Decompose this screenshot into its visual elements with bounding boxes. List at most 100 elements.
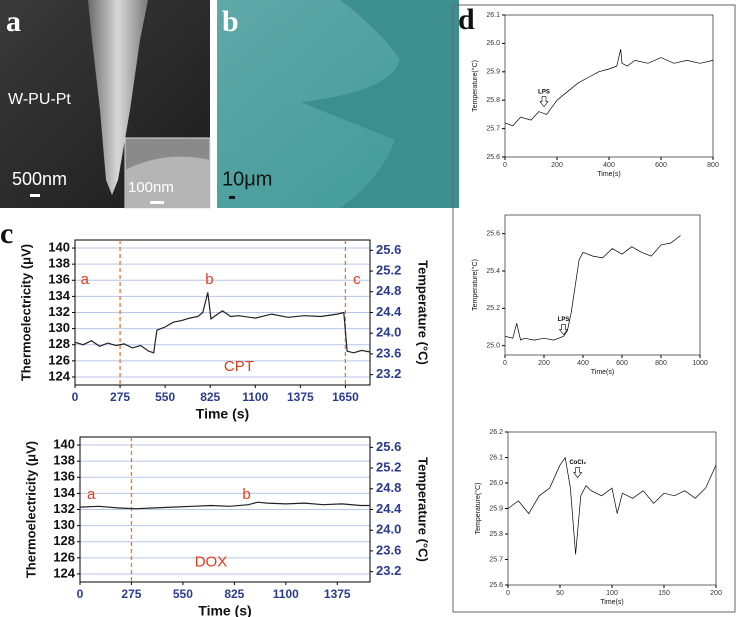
- annotation: CPT: [224, 358, 254, 375]
- y-axis-label: Temperature(°C): [471, 259, 479, 311]
- x-tick-label: 1375: [324, 587, 351, 601]
- y-tick-label: 25.6: [486, 231, 500, 238]
- panel-label: c: [0, 217, 13, 250]
- x-tick-label: 825: [200, 390, 220, 404]
- annotation: LPS: [538, 89, 550, 95]
- panel-label: a: [6, 5, 21, 38]
- y-tick-label: 26.0: [489, 480, 503, 487]
- annotation: CoCl₂: [569, 460, 586, 466]
- y-tick-label: 132: [53, 501, 75, 516]
- x-tick-label: 200: [551, 162, 563, 169]
- x-tick-label: 0: [72, 390, 79, 404]
- x-tick-label: 1650: [332, 390, 359, 404]
- x-tick-label: 150: [658, 590, 670, 597]
- y-tick-label: 138: [48, 256, 70, 271]
- y-tick-label: 124: [48, 368, 70, 383]
- annotation: LPS: [558, 317, 570, 323]
- arrow: [558, 324, 569, 336]
- y2-tick-label: 24.0: [376, 522, 401, 537]
- y2-tick-label: 24.4: [376, 304, 402, 319]
- x-tick-label: 200: [538, 360, 550, 367]
- x-tick-label: 550: [155, 390, 175, 404]
- y2-tick-label: 24.8: [376, 480, 401, 495]
- x-tick-label: 800: [655, 360, 667, 367]
- y-tick-label: 128: [53, 533, 75, 548]
- plot-frame: [507, 431, 717, 586]
- arrow: [539, 96, 549, 108]
- sample-label: W-PU-Pt: [8, 91, 71, 108]
- annotation: a: [87, 486, 96, 503]
- y-tick-label: 140: [53, 436, 75, 451]
- electrode-shadow: [300, 0, 459, 208]
- y-tick-label: 136: [53, 469, 75, 484]
- y-axis-label: Temperature(°C): [474, 483, 482, 535]
- x-tick-label: 1100: [242, 390, 268, 404]
- y-tick-label: 130: [53, 517, 75, 532]
- y-axis-label: Thermoelectricity (μV): [23, 441, 38, 578]
- data-line: [79, 501, 370, 510]
- annotation: b: [242, 486, 250, 503]
- y-axis-label: Temperature(°C): [471, 60, 479, 112]
- y-tick-label: 124: [53, 565, 75, 580]
- annotation: c: [353, 271, 361, 288]
- annotation: DOX: [195, 554, 228, 571]
- y-tick-label: 25.4: [486, 268, 500, 275]
- scale-label: 10μm: [222, 168, 272, 190]
- x-tick-label: 825: [224, 587, 244, 601]
- panel-border: [452, 4, 736, 613]
- x-tick-label: 275: [110, 390, 130, 404]
- annotation: b: [205, 271, 213, 288]
- inset-scale-label: 100nm: [128, 179, 174, 196]
- inset-texture: [125, 156, 210, 208]
- y2-tick-label: 23.6: [376, 345, 401, 360]
- y2-tick-label: 24.0: [376, 325, 401, 340]
- y2-tick-label: 24.8: [376, 283, 401, 298]
- data-line: [504, 235, 681, 341]
- y-tick-label: 130: [48, 320, 70, 335]
- y-tick-label: 25.2: [486, 305, 500, 312]
- data-line: [74, 292, 371, 354]
- scale-bar: [30, 194, 40, 197]
- y2-tick-label: 23.2: [376, 563, 401, 578]
- y-tick-label: 26.2: [489, 429, 503, 436]
- data-line: [504, 49, 714, 127]
- y2-tick-label: 25.6: [376, 439, 401, 454]
- y-tick-label: 25.8: [489, 531, 503, 538]
- panel-label: d: [458, 3, 475, 36]
- x-axis-label: Time(s): [600, 599, 623, 606]
- plot-frame: [504, 214, 701, 356]
- x-axis-label: Time(s): [591, 369, 614, 376]
- x-tick-label: 275: [121, 587, 141, 601]
- y-tick-label: 134: [48, 288, 70, 303]
- x-tick-label: 600: [655, 162, 667, 169]
- x-axis-label: Time(s): [597, 171, 620, 178]
- y2-tick-label: 24.4: [376, 501, 402, 516]
- y-tick-label: 26.1: [489, 454, 503, 461]
- x-tick-label: 50: [556, 590, 564, 597]
- y-axis-label: Thermoelectricity (μV): [18, 244, 33, 381]
- x-tick-label: 0: [503, 360, 507, 367]
- y-tick-label: 136: [48, 272, 70, 287]
- arrow: [573, 467, 583, 479]
- x-tick-label: 100: [606, 590, 618, 597]
- y-tick-label: 138: [53, 453, 75, 468]
- y-tick-label: 25.6: [489, 582, 503, 589]
- y-tick-label: 128: [48, 336, 70, 351]
- scale-bar: [229, 196, 235, 199]
- y-tick-label: 25.7: [486, 125, 500, 132]
- y-tick-label: 25.7: [489, 556, 503, 563]
- x-tick-label: 600: [616, 360, 628, 367]
- tip: [88, 0, 148, 195]
- y2-tick-label: 23.2: [376, 366, 401, 381]
- x-tick-label: 0: [77, 587, 84, 601]
- x-tick-label: 550: [173, 587, 193, 601]
- y2-axis-label: Temperature (°C): [416, 260, 431, 365]
- plot-frame: [79, 436, 371, 583]
- y2-tick-label: 25.2: [376, 460, 401, 475]
- panel-label: b: [222, 5, 239, 38]
- x-tick-label: 0: [506, 590, 510, 597]
- y-tick-label: 132: [48, 304, 70, 319]
- x-axis-label: Time (s): [196, 406, 249, 422]
- x-tick-label: 400: [577, 360, 589, 367]
